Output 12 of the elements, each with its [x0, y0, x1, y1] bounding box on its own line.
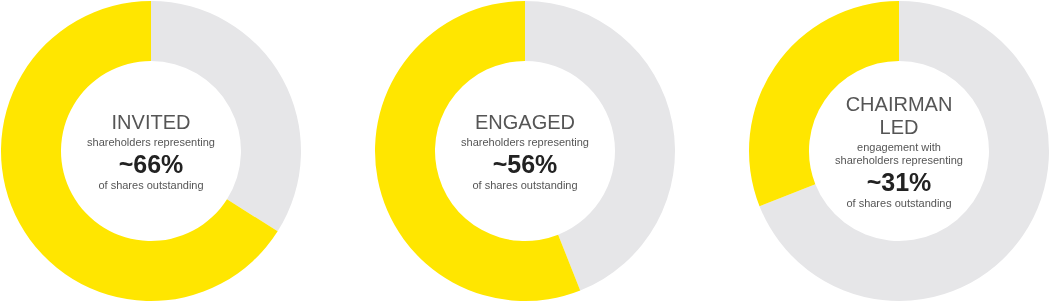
text: INVITED [111, 110, 191, 134]
text: shareholders representing [87, 135, 215, 149]
text: CHAIRMAN LED [844, 92, 954, 139]
text: shareholders representing [461, 135, 589, 149]
text: ~66% [118, 148, 184, 179]
text: of shares outstanding [472, 178, 578, 192]
text: of shares outstanding [98, 178, 204, 192]
text: of shares outstanding [846, 196, 952, 210]
text: engagement with shareholders representing [834, 140, 964, 167]
text: ~31% [866, 166, 932, 197]
text: ~56% [492, 148, 558, 179]
text: ENGAGED [474, 110, 576, 134]
